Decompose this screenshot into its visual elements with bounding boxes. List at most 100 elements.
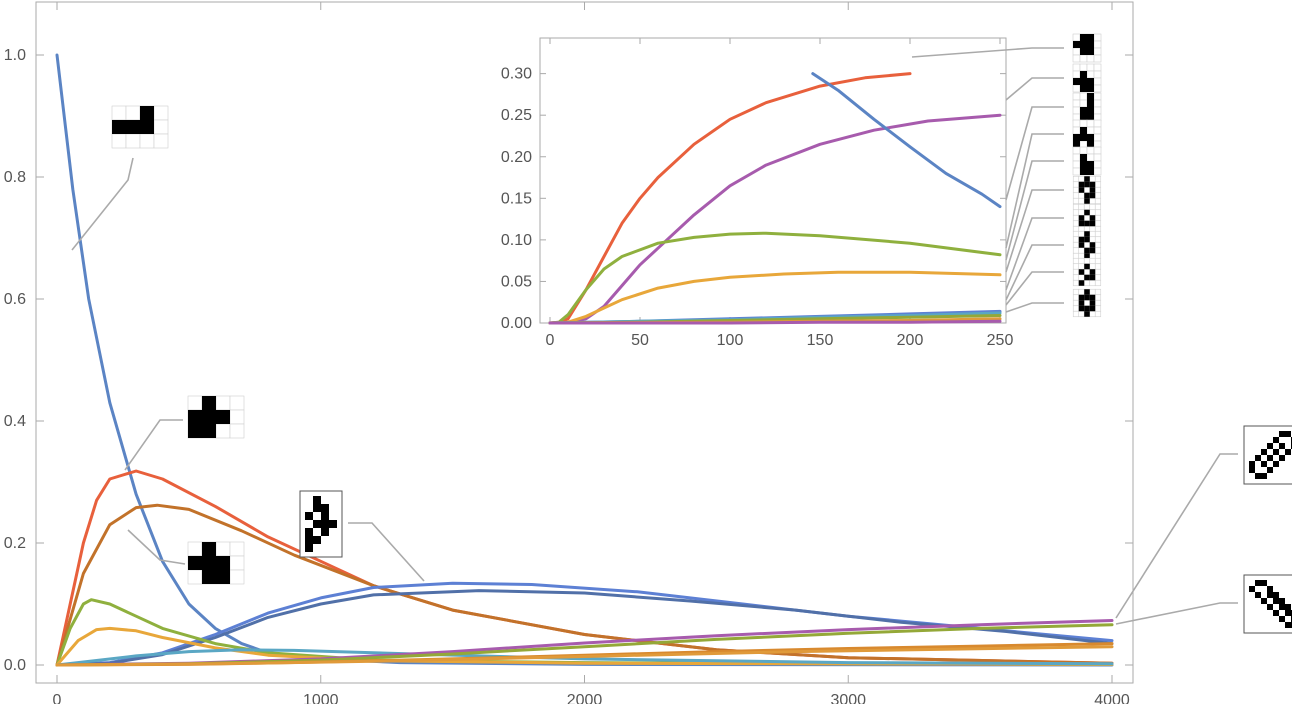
inset-icon-1-filled-cell bbox=[1080, 48, 1087, 55]
inset-icon-1 bbox=[1072, 33, 1102, 63]
pattern-icon-blue-grid-cell bbox=[111, 133, 127, 149]
inset-icon-10-filled-cell bbox=[1078, 305, 1085, 312]
inset-icon-9-grid-cell bbox=[1083, 279, 1091, 287]
inset-icon-4-filled-cell bbox=[1087, 141, 1094, 148]
inset-icon-2-grid-cell bbox=[1072, 70, 1081, 79]
inset-icon-6-grid-cell bbox=[1089, 197, 1096, 205]
callout-leader-line bbox=[1005, 244, 1064, 301]
inset-icon-8-grid-cell bbox=[1094, 247, 1102, 254]
pattern-icon-diagonal-1-filled-cell bbox=[1279, 455, 1285, 461]
inset-icon-3-grid-cell bbox=[1093, 106, 1102, 115]
inset-icon-2-filled-cell bbox=[1087, 85, 1094, 92]
main-y-tick-label: 0.6 bbox=[4, 291, 26, 308]
main-y-tick-label: 0.4 bbox=[4, 413, 26, 430]
inset-icon-1-filled-cell bbox=[1073, 41, 1080, 48]
pattern-icon-diagonal-2-filled-cell bbox=[1285, 622, 1291, 628]
inset-icon-10-grid-cell bbox=[1083, 299, 1091, 307]
inset-icon-9-filled-cell bbox=[1089, 269, 1096, 275]
pattern-icon-brown-grid-cell bbox=[187, 569, 203, 585]
pattern-icon-diagonal-1-filled-cell bbox=[1273, 461, 1279, 467]
inset-icon-1-filled-cell bbox=[1080, 34, 1087, 41]
inset-icon-4 bbox=[1072, 119, 1102, 149]
inset-icon-7-grid-cell bbox=[1072, 225, 1080, 233]
pattern-icon-large-filled-cell bbox=[313, 536, 321, 544]
inset-icon-7-grid-cell bbox=[1094, 220, 1102, 227]
inset-icon-9-filled-cell bbox=[1089, 274, 1096, 281]
inset-icon-10-grid-cell bbox=[1072, 305, 1080, 312]
pattern-icon-red-grid-cell bbox=[229, 423, 245, 439]
inset-icon-7-grid-cell bbox=[1083, 203, 1091, 211]
callout-leader-line bbox=[1115, 602, 1238, 625]
pattern-icon-red-grid-cell bbox=[229, 395, 245, 411]
pattern-icon-diagonal-2-filled-cell bbox=[1285, 604, 1291, 610]
inset-icon-2-filled-cell bbox=[1073, 78, 1080, 85]
inset-icon-9-grid-cell bbox=[1094, 263, 1102, 270]
inset-icon-4-filled-cell bbox=[1080, 134, 1087, 141]
pattern-icon-blue bbox=[111, 105, 169, 149]
pattern-icon-blue-grid-cell bbox=[125, 133, 141, 149]
inset-icon-8-grid-cell bbox=[1072, 241, 1080, 249]
pattern-icon-diagonal-2-filled-cell bbox=[1261, 598, 1267, 604]
inset-icon-7 bbox=[1072, 203, 1102, 233]
inset-icon-9-grid-cell bbox=[1072, 268, 1080, 276]
inset-icon-4-grid-cell bbox=[1093, 133, 1102, 142]
inset-icon-6-grid-cell bbox=[1094, 175, 1102, 183]
inset-icon-3-grid-cell bbox=[1079, 92, 1088, 101]
inset-icon-8-grid-cell bbox=[1078, 247, 1085, 254]
inset-icon-3-grid-cell bbox=[1093, 92, 1102, 101]
main-y-tick-label: 0.2 bbox=[4, 535, 26, 552]
inset-icon-3-filled-cell bbox=[1087, 107, 1094, 114]
inset-icon-10-filled-cell bbox=[1089, 294, 1096, 301]
inset-icon-10-grid-cell bbox=[1078, 288, 1085, 296]
inset-icon-1-filled-cell bbox=[1087, 48, 1094, 55]
pattern-icon-large-filled-cell bbox=[321, 512, 329, 520]
inset-icon-2-grid-cell bbox=[1093, 77, 1102, 86]
inset-icon-8-grid-cell bbox=[1072, 252, 1080, 260]
inset-icon-3-filled-cell bbox=[1080, 114, 1087, 121]
pattern-icon-brown-grid-cell bbox=[229, 541, 245, 557]
inset-icon-2-grid-cell bbox=[1093, 70, 1102, 79]
inset-icon-6-filled-cell bbox=[1084, 192, 1090, 199]
pattern-icon-diagonal-1-filled-cell bbox=[1261, 473, 1267, 479]
pattern-icon-diagonal-1-filled-cell bbox=[1279, 431, 1285, 437]
inset-icon-6-grid-cell bbox=[1078, 175, 1085, 183]
inset-icon-1-grid-cell bbox=[1093, 47, 1102, 56]
inset-icon-5-grid-cell bbox=[1072, 160, 1081, 169]
inset-x-tick-label: 200 bbox=[897, 332, 924, 349]
inset-icon-10-filled-cell bbox=[1089, 305, 1096, 312]
pattern-icon-diagonal-2-filled-cell bbox=[1285, 610, 1291, 616]
inset-icon-5-filled-cell bbox=[1080, 154, 1087, 161]
pattern-icon-large bbox=[299, 490, 343, 558]
inset-icon-6-grid-cell bbox=[1072, 197, 1080, 205]
inset-icon-7-grid-cell bbox=[1089, 225, 1096, 233]
main-x-tick-label: 4000 bbox=[1094, 692, 1130, 704]
inset-icon-5-grid-cell bbox=[1093, 167, 1102, 176]
pattern-icon-diagonal-2-filled-cell bbox=[1279, 598, 1285, 604]
main-x-tick-label: 3000 bbox=[830, 692, 866, 704]
pattern-icon-red bbox=[187, 395, 245, 439]
inset-icon-6-grid-cell bbox=[1094, 186, 1102, 194]
inset-icon-8-grid-cell bbox=[1072, 236, 1080, 243]
inset-icon-1-grid-cell bbox=[1072, 54, 1081, 63]
pattern-icon-diagonal-1-filled-cell bbox=[1255, 473, 1261, 479]
inset-icon-6-filled-cell bbox=[1084, 198, 1090, 204]
inset-icon-8-filled-cell bbox=[1089, 247, 1096, 254]
inset-icon-7-filled-cell bbox=[1078, 215, 1085, 221]
pattern-icon-blue-filled-cell bbox=[126, 120, 140, 134]
inset-icon-9-filled-cell bbox=[1084, 263, 1090, 270]
inset-icon-4-grid-cell bbox=[1086, 126, 1095, 135]
inset-icon-8-grid-cell bbox=[1094, 241, 1102, 249]
inset-icon-5 bbox=[1072, 146, 1102, 176]
inset-icon-6-grid-cell bbox=[1094, 181, 1102, 188]
inset-icon-10-grid-cell bbox=[1089, 310, 1096, 318]
inset-icon-6-filled-cell bbox=[1078, 187, 1085, 193]
inset-icon-2-grid-cell bbox=[1093, 84, 1102, 93]
inset-icon-9-filled-cell bbox=[1078, 280, 1085, 286]
inset-icon-7-grid-cell bbox=[1089, 209, 1096, 216]
inset-icon-1-filled-cell bbox=[1080, 41, 1087, 48]
callout-leader-line bbox=[1005, 271, 1064, 306]
inset-icon-6-grid-cell bbox=[1072, 181, 1080, 188]
inset-icon-9-grid-cell bbox=[1078, 263, 1085, 270]
pattern-icon-diagonal-2-filled-cell bbox=[1267, 586, 1273, 592]
inset-icon-3-filled-cell bbox=[1087, 114, 1094, 121]
